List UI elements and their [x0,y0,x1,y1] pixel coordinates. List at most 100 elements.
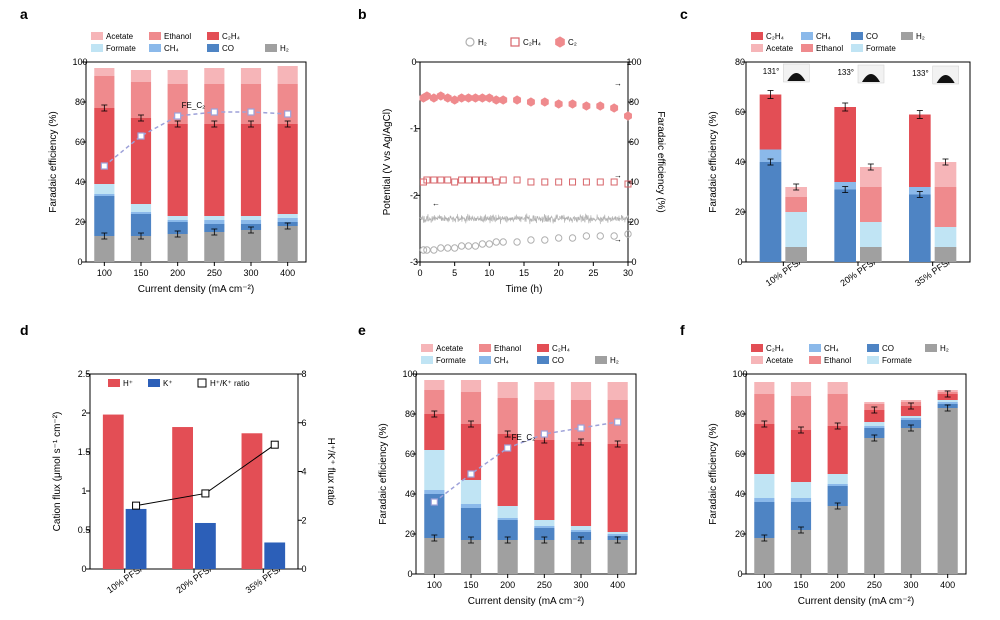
svg-text:→: → [614,235,622,244]
svg-text:-1: -1 [410,124,418,134]
svg-text:40: 40 [75,177,85,187]
svg-text:100: 100 [72,57,87,67]
svg-text:Ethanol: Ethanol [494,344,521,353]
svg-text:80: 80 [75,97,85,107]
svg-text:←: ← [432,199,440,208]
svg-text:8: 8 [301,369,306,379]
svg-text:CH₄: CH₄ [494,356,509,365]
svg-text:CO: CO [866,32,878,41]
svg-text:20: 20 [75,217,85,227]
svg-text:Faradaic efficiency (%): Faradaic efficiency (%) [655,111,666,213]
label-a: a [20,6,28,22]
panel-c-svg: 020406080Faradaic efficiency (%)10% PFSA… [700,18,1000,313]
svg-text:-2: -2 [410,190,418,200]
svg-text:0.5: 0.5 [78,525,91,535]
svg-text:Faradaic efficiency (%): Faradaic efficiency (%) [378,423,389,525]
svg-text:Formate: Formate [866,44,896,53]
svg-text:150: 150 [133,268,148,278]
svg-text:40: 40 [735,157,745,167]
svg-text:300: 300 [573,580,588,590]
svg-text:Formate: Formate [436,356,466,365]
svg-text:FE_C₂: FE_C₂ [182,101,206,110]
svg-text:15: 15 [519,268,529,278]
svg-text:1.5: 1.5 [78,447,91,457]
svg-text:Acetate: Acetate [436,344,464,353]
svg-text:300: 300 [903,580,918,590]
svg-text:133°: 133° [837,68,854,77]
svg-text:Cation flux (μmol s⁻¹ cm⁻²): Cation flux (μmol s⁻¹ cm⁻²) [52,412,63,532]
svg-text:100: 100 [732,369,747,379]
svg-text:200: 200 [500,580,515,590]
svg-text:→: → [614,171,622,180]
svg-text:60: 60 [405,449,415,459]
svg-text:Acetate: Acetate [106,32,134,41]
svg-text:80: 80 [629,97,639,107]
svg-text:FE_C₂: FE_C₂ [512,433,536,442]
svg-text:400: 400 [610,580,625,590]
svg-text:40: 40 [405,489,415,499]
svg-text:Potential (V vs Ag/AgCl): Potential (V vs Ag/AgCl) [382,109,393,216]
svg-text:H₂: H₂ [940,344,949,353]
svg-text:30: 30 [623,268,633,278]
svg-text:0: 0 [631,257,636,267]
svg-text:0: 0 [737,569,742,579]
svg-text:2.5: 2.5 [78,369,91,379]
svg-text:CH₄: CH₄ [164,44,179,53]
svg-text:2: 2 [301,515,306,525]
svg-text:4: 4 [301,467,306,477]
svg-text:CH₄: CH₄ [816,32,831,41]
svg-text:C₂H₄: C₂H₄ [523,38,541,47]
svg-text:Current density (mA cm⁻²): Current density (mA cm⁻²) [468,596,584,607]
panel-d-svg: 00.511.522.5Cation flux (μmol s⁻¹ cm⁻²)0… [40,330,340,620]
svg-text:20: 20 [554,268,564,278]
svg-text:H₂: H₂ [478,38,487,47]
svg-text:131°: 131° [763,67,780,76]
svg-text:CO: CO [882,344,894,353]
svg-text:6: 6 [301,418,306,428]
svg-text:100: 100 [757,580,772,590]
svg-text:C₂H₄: C₂H₄ [552,344,570,353]
label-f: f [680,322,685,338]
svg-text:60: 60 [735,449,745,459]
svg-text:60: 60 [735,107,745,117]
svg-text:K⁺: K⁺ [163,379,173,388]
svg-text:H⁺/K⁺ flux ratio: H⁺/K⁺ flux ratio [325,438,336,506]
svg-text:80: 80 [735,57,745,67]
svg-text:C₂H₄: C₂H₄ [766,32,784,41]
svg-text:133°: 133° [912,69,929,78]
svg-text:Acetate: Acetate [766,356,794,365]
svg-text:200: 200 [170,268,185,278]
svg-text:H⁺/K⁺ ratio: H⁺/K⁺ ratio [210,379,250,388]
svg-text:0: 0 [411,57,416,67]
svg-text:Current density (mA cm⁻²): Current density (mA cm⁻²) [138,284,254,295]
svg-text:20: 20 [629,217,639,227]
svg-text:5: 5 [452,268,457,278]
svg-text:Faradaic efficiency (%): Faradaic efficiency (%) [708,423,719,525]
svg-text:300: 300 [243,268,258,278]
svg-text:0: 0 [737,257,742,267]
svg-text:C₂: C₂ [568,38,577,47]
panel-e-svg: 020406080100Faradaic efficiency (%)10015… [370,330,670,620]
svg-text:Acetate: Acetate [766,44,794,53]
svg-text:200: 200 [830,580,845,590]
svg-text:20: 20 [405,529,415,539]
svg-text:400: 400 [280,268,295,278]
svg-text:→: → [614,79,622,88]
svg-text:C₂H₄: C₂H₄ [222,32,240,41]
svg-text:25: 25 [588,268,598,278]
svg-text:0: 0 [77,257,82,267]
svg-text:Ethanol: Ethanol [164,32,191,41]
svg-text:Faradaic efficiency (%): Faradaic efficiency (%) [48,111,59,213]
svg-text:150: 150 [793,580,808,590]
svg-text:400: 400 [940,580,955,590]
svg-text:20: 20 [735,207,745,217]
svg-text:H₂: H₂ [916,32,925,41]
svg-text:10: 10 [484,268,494,278]
svg-text:250: 250 [537,580,552,590]
svg-text:150: 150 [463,580,478,590]
svg-text:C₂H₄: C₂H₄ [766,344,784,353]
svg-text:-3: -3 [410,257,418,267]
svg-text:Formate: Formate [882,356,912,365]
label-e: e [358,322,366,338]
svg-text:CH₄: CH₄ [824,344,839,353]
